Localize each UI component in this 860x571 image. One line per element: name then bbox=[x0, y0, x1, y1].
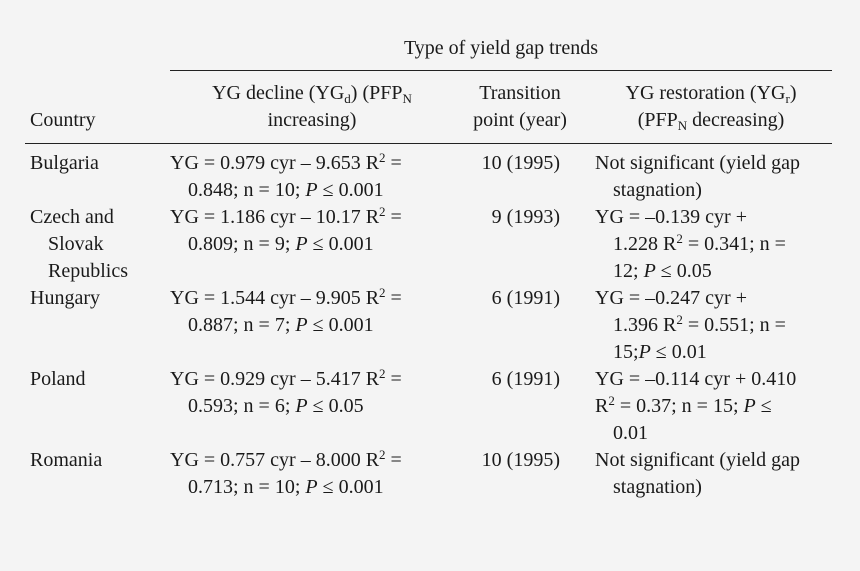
header-restoration-line1: YG restoration (YGr) bbox=[625, 82, 797, 106]
group-header-rule bbox=[170, 70, 832, 71]
row-hungary-restoration: YG = –0.247 cyr + 1.396 R2 = 0.551; n = … bbox=[595, 287, 786, 363]
row-poland-restoration: YG = –0.114 cyr + 0.410 R2 = 0.37; n = 1… bbox=[595, 368, 797, 444]
header-transition-line1: Transition bbox=[479, 82, 561, 104]
header-decline-line2: increasing) bbox=[267, 109, 357, 131]
header-transition: Transition point (year) bbox=[456, 80, 584, 134]
row-czech-slovak-country: Czech and Slovak Republics bbox=[30, 206, 128, 282]
row-romania-country: Romania bbox=[30, 449, 103, 471]
row-poland-decline: YG = 0.929 cyr – 5.417 R2 = 0.593; n = 6… bbox=[170, 366, 402, 417]
row-romania-restoration: Not significant (yield gap stagnation) bbox=[595, 449, 800, 498]
header-transition-line2: point (year) bbox=[473, 109, 567, 131]
group-header: Type of yield gap trends bbox=[403, 37, 599, 59]
header-decline: YG decline (YGd) (PFPN increasing) bbox=[172, 80, 452, 134]
row-bulgaria-country: Bulgaria bbox=[30, 152, 99, 174]
row-romania-transition: 10 (1995) bbox=[481, 449, 560, 471]
row-czech-slovak-restoration: YG = –0.139 cyr + 1.228 R2 = 0.341; n = … bbox=[595, 206, 786, 282]
header-decline-line1: YG decline (YGd) (PFPN bbox=[212, 82, 412, 106]
row-hungary-transition: 6 (1991) bbox=[491, 287, 560, 309]
row-hungary-country: Hungary bbox=[30, 287, 100, 309]
header-restoration: YG restoration (YGr) (PFPN decreasing) bbox=[590, 80, 832, 134]
row-poland-transition: 6 (1991) bbox=[491, 368, 560, 390]
row-poland-country: Poland bbox=[30, 368, 86, 390]
row-bulgaria-transition: 10 (1995) bbox=[481, 152, 560, 174]
row-romania-decline: YG = 0.757 cyr – 8.000 R2 = 0.713; n = 1… bbox=[170, 447, 402, 498]
header-restoration-line2: (PFPN decreasing) bbox=[637, 109, 785, 133]
header-country: Country bbox=[30, 109, 96, 131]
row-bulgaria-restoration: Not significant (yield gap stagnation) bbox=[595, 152, 800, 201]
row-bulgaria-decline: YG = 0.979 cyr – 9.653 R2 = 0.848; n = 1… bbox=[170, 150, 402, 201]
row-czech-slovak-decline: YG = 1.186 cyr – 10.17 R2 = 0.809; n = 9… bbox=[170, 204, 402, 255]
row-czech-slovak-transition: 9 (1993) bbox=[491, 206, 560, 228]
row-hungary-decline: YG = 1.544 cyr – 9.905 R2 = 0.887; n = 7… bbox=[170, 285, 402, 336]
header-rule bbox=[25, 143, 832, 144]
